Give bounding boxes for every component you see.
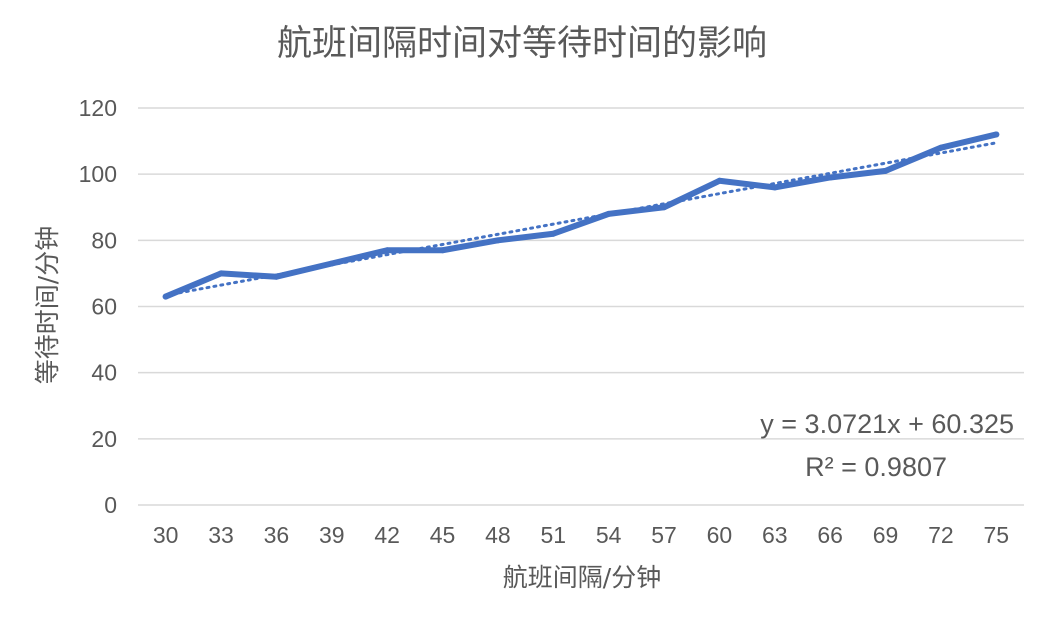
series-layer bbox=[162, 131, 1000, 300]
x-tick-label: 63 bbox=[762, 522, 788, 548]
y-tick-label: 80 bbox=[91, 227, 117, 253]
x-tick-label: 51 bbox=[541, 522, 567, 548]
data-point-33 bbox=[218, 270, 225, 277]
x-tick-label: 39 bbox=[319, 522, 345, 548]
data-point-30 bbox=[162, 293, 169, 300]
data-point-54 bbox=[605, 210, 612, 217]
y-axis-ticks: 0 20 40 60 80 100 120 bbox=[79, 95, 117, 518]
data-point-51 bbox=[550, 230, 557, 237]
x-tick-label: 30 bbox=[153, 522, 179, 548]
x-tick-label: 42 bbox=[374, 522, 400, 548]
data-point-39 bbox=[328, 260, 335, 267]
data-point-60 bbox=[716, 177, 723, 184]
x-tick-label: 36 bbox=[264, 522, 290, 548]
y-tick-label: 20 bbox=[91, 426, 117, 452]
x-tick-label: 60 bbox=[707, 522, 733, 548]
x-tick-label: 45 bbox=[430, 522, 456, 548]
data-point-45 bbox=[439, 247, 446, 254]
gridlines bbox=[138, 107, 1024, 506]
data-point-36 bbox=[273, 273, 280, 280]
x-tick-label: 57 bbox=[651, 522, 677, 548]
x-tick-label: 33 bbox=[208, 522, 234, 548]
x-tick-label: 66 bbox=[817, 522, 843, 548]
data-point-75 bbox=[993, 131, 1000, 138]
data-point-69 bbox=[882, 167, 889, 174]
x-tick-label: 75 bbox=[984, 522, 1010, 548]
series-line bbox=[162, 131, 1000, 300]
chart-title: 航班间隔时间对等待时间的影响 bbox=[277, 24, 767, 64]
x-axis-title: 航班间隔/分钟 bbox=[503, 563, 661, 592]
y-tick-label: 60 bbox=[91, 294, 117, 320]
trendline-r-squared: R² = 0.9807 bbox=[805, 452, 947, 482]
x-tick-label: 72 bbox=[928, 522, 954, 548]
data-point-63 bbox=[771, 184, 778, 191]
trendline-equation: y = 3.0721x + 60.325 bbox=[760, 409, 1014, 439]
y-tick-label: 0 bbox=[104, 492, 117, 518]
data-point-42 bbox=[384, 247, 391, 254]
y-tick-label: 40 bbox=[91, 360, 117, 386]
x-tick-label: 69 bbox=[873, 522, 899, 548]
y-tick-label: 100 bbox=[79, 161, 117, 187]
x-tick-label: 48 bbox=[485, 522, 511, 548]
x-tick-label: 54 bbox=[596, 522, 622, 548]
x-axis-ticks: 30 33 36 39 42 45 48 51 54 57 60 63 66 69 72 75 bbox=[153, 522, 1009, 548]
data-point-66 bbox=[827, 174, 834, 181]
data-point-48 bbox=[494, 237, 501, 244]
data-point-57 bbox=[661, 204, 668, 211]
data-point-72 bbox=[937, 144, 944, 151]
y-tick-label: 120 bbox=[79, 95, 117, 121]
y-axis-title: 等待时间/分钟 bbox=[33, 226, 62, 384]
